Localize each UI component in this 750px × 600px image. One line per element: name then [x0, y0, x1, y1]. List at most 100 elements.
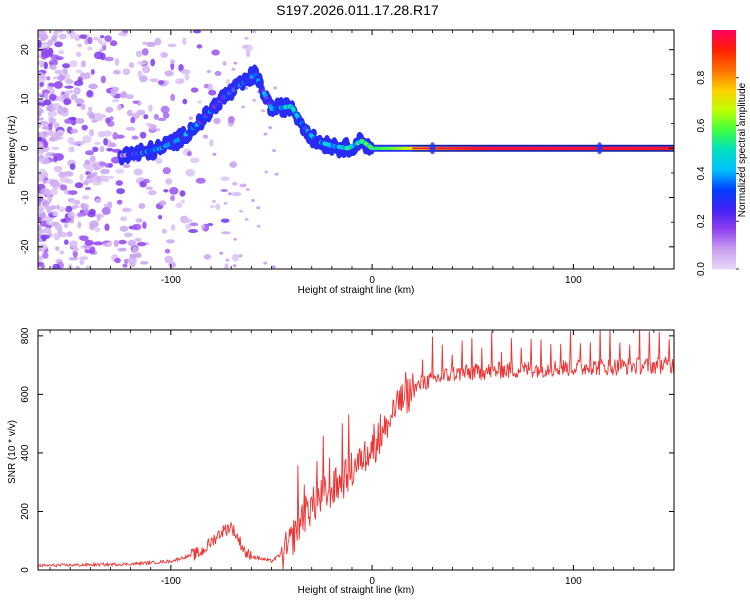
colorbar-band: [712, 177, 736, 180]
colorbar-band: [712, 207, 736, 210]
noise-blob: [55, 223, 63, 232]
noise-blob: [118, 239, 127, 245]
noise-blob: [108, 142, 116, 147]
noise-blob: [200, 224, 206, 230]
noise-blob: [53, 123, 58, 129]
noise-blob: [256, 224, 261, 228]
noise-blob: [45, 215, 51, 224]
noise-blob: [89, 129, 94, 137]
noise-blob: [274, 172, 279, 176]
noise-blob: [69, 240, 78, 249]
noise-blob: [127, 239, 137, 247]
colorbar-band: [712, 41, 736, 45]
noise-blob: [170, 59, 176, 65]
noise-blob: [122, 68, 131, 76]
noise-blob: [99, 35, 105, 39]
noise-blob: [70, 128, 79, 134]
noise-blob: [114, 58, 120, 66]
noise-blob: [140, 261, 149, 265]
noise-blob: [142, 41, 148, 45]
colorbar-band: [712, 193, 736, 196]
noise-blob: [184, 73, 190, 81]
noise-blob: [106, 147, 114, 152]
snr-x-tick-label: 0: [369, 576, 375, 587]
noise-blob: [38, 107, 43, 115]
noise-blob: [158, 200, 167, 206]
colorbar: 0.0 0.2 0.4 0.6 0.8 Normalized spectral ampl…: [696, 30, 748, 276]
noise-blob: [52, 210, 59, 217]
noise-blob: [134, 237, 142, 242]
noise-blob: [116, 199, 123, 205]
colorbar-band: [712, 39, 736, 43]
noise-blob: [225, 258, 230, 262]
ridge-blob: [596, 142, 603, 155]
noise-blob: [107, 201, 113, 209]
noise-blob: [54, 30, 64, 33]
noise-blob: [104, 223, 110, 231]
colorbar-band: [712, 257, 736, 260]
noise-blob: [148, 123, 157, 131]
noise-blob: [272, 149, 277, 153]
colorbar-band: [712, 101, 736, 105]
noise-blob: [70, 204, 80, 209]
noise-blob: [46, 76, 51, 81]
noise-blob: [47, 129, 54, 136]
noise-blob: [116, 188, 125, 195]
noise-blob: [38, 102, 44, 106]
noise-blob: [219, 251, 224, 255]
noise-blob: [49, 117, 57, 124]
noise-blob: [80, 103, 86, 110]
noise-blob: [164, 248, 171, 254]
noise-blob: [84, 159, 91, 165]
noise-blob: [53, 165, 63, 173]
noise-blob: [64, 239, 69, 245]
noise-blob: [75, 118, 85, 124]
colorbar-band: [712, 45, 736, 49]
colorbar-band: [712, 139, 736, 142]
noise-blob: [122, 207, 132, 213]
colorbar-band: [712, 225, 736, 228]
noise-blob: [86, 177, 95, 183]
noise-blob: [245, 49, 251, 58]
noise-blob: [48, 87, 55, 96]
colorbar-tick-label: 0.2: [696, 214, 707, 228]
noise-blob: [85, 165, 95, 173]
noise-blob: [243, 44, 248, 48]
noise-blob: [98, 161, 107, 167]
colorbar-band: [712, 35, 736, 39]
noise-blob: [43, 92, 49, 100]
snr-panel: -100 0 100 0 200 400 600 800 Height of straight…: [7, 327, 675, 596]
noise-blob: [231, 253, 240, 262]
noise-blob: [256, 206, 261, 210]
noise-blob: [252, 98, 257, 102]
noise-blob: [142, 178, 150, 184]
noise-blob: [76, 51, 82, 58]
noise-blob: [41, 50, 51, 59]
noise-blob: [139, 131, 147, 139]
noise-blob: [125, 94, 134, 100]
noise-blob: [84, 239, 94, 246]
noise-blob: [63, 222, 69, 228]
colorbar-band: [712, 63, 736, 67]
noise-blob: [163, 189, 169, 193]
noise-blob: [250, 199, 255, 202]
noise-blob: [79, 259, 85, 265]
noise-blob: [190, 87, 199, 93]
noise-blob: [61, 107, 69, 113]
colorbar-band: [712, 251, 736, 254]
noise-blob: [46, 191, 52, 198]
colorbar-band: [712, 111, 736, 115]
noise-blob: [207, 223, 214, 226]
noise-blob: [58, 105, 63, 110]
noise-blob: [83, 75, 88, 80]
noise-blob: [220, 189, 229, 192]
colorbar-band: [712, 61, 736, 65]
noise-blob: [170, 195, 175, 202]
noise-blob: [43, 158, 51, 164]
noise-blob: [187, 151, 192, 157]
snr-x-tick-label: -100: [161, 576, 181, 587]
noise-blob: [105, 117, 110, 124]
colorbar-band: [712, 43, 736, 47]
noise-blob: [133, 168, 143, 176]
